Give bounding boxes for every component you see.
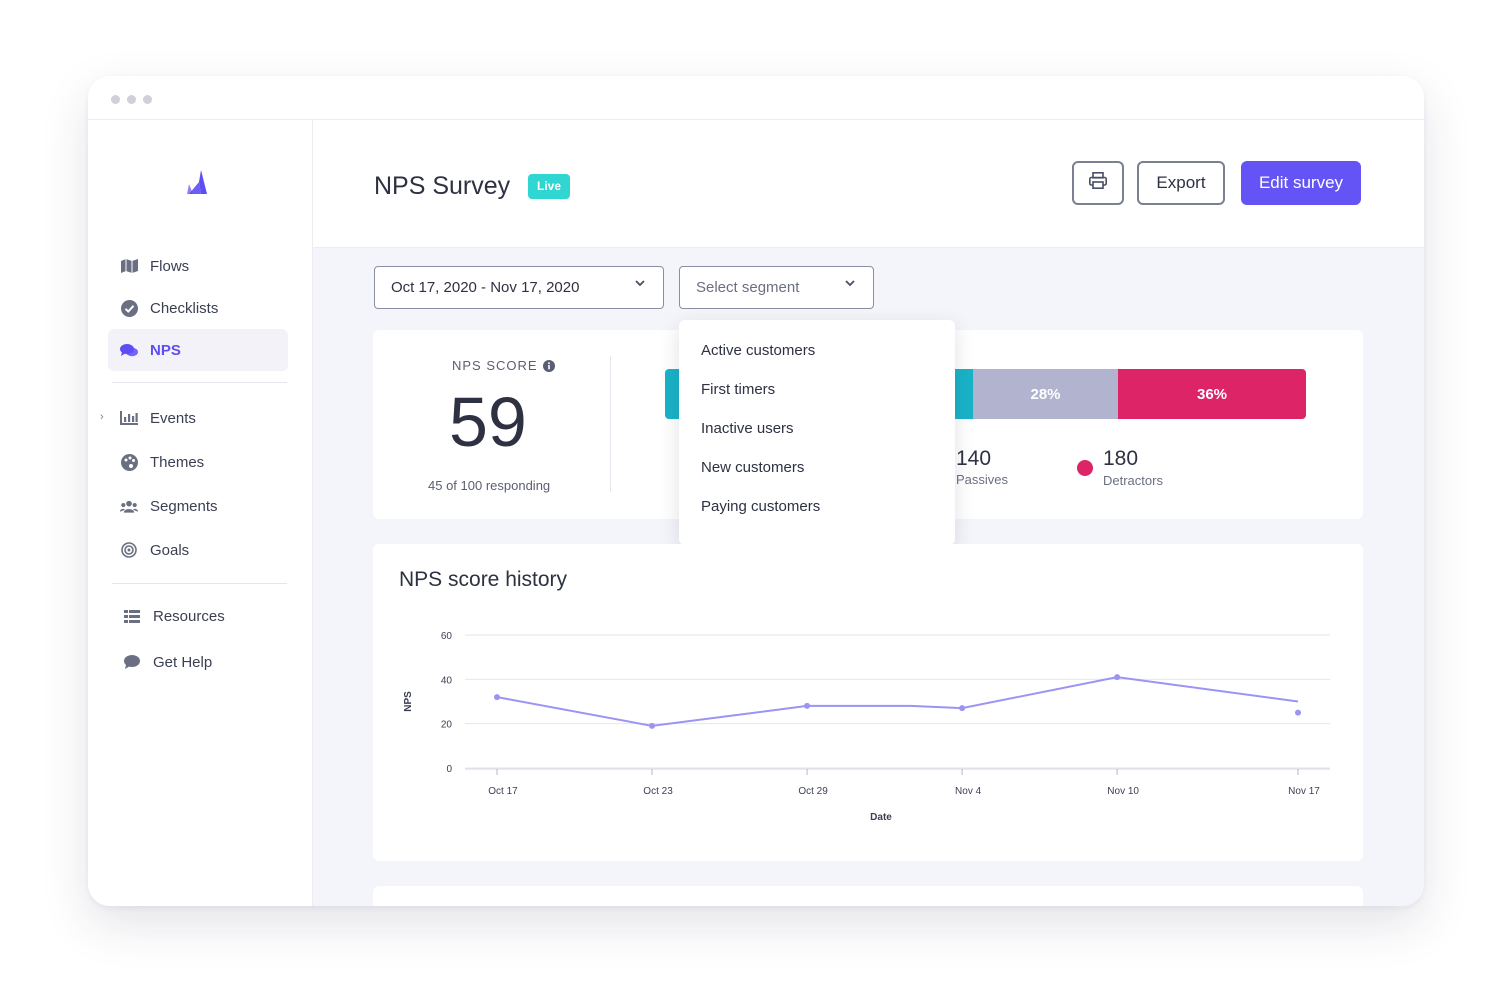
series-line [496, 676, 1299, 727]
chart-title: NPS score history [399, 568, 568, 591]
comments-icon [120, 341, 138, 359]
sidebar-item-label: Checklists [150, 299, 219, 317]
users-icon [120, 497, 138, 515]
data-point [494, 694, 500, 701]
date-range-value: Oct 17, 2020 - Nov 17, 2020 [391, 279, 580, 296]
status-badge: Live [528, 174, 571, 199]
nps-score-label-text: NPS SCORE [452, 358, 538, 373]
sidebar-item-label: Events [150, 409, 196, 427]
sidebar-item-label: Resources [153, 607, 225, 625]
bar-chart-icon [120, 409, 138, 427]
sidebar-item-flows[interactable]: Flows [108, 245, 288, 287]
detractors-percent: 36% [1196, 385, 1228, 403]
app-logo-icon[interactable] [187, 170, 209, 194]
chevron-down-icon [635, 280, 645, 287]
sidebar-item-label: Flows [150, 257, 190, 275]
detractors-dot-icon [1077, 460, 1093, 476]
next-card [373, 886, 1363, 906]
y-axis-title: NPS [403, 691, 414, 712]
list-icon [123, 607, 141, 625]
sidebar-item-label: Goals [150, 541, 190, 559]
chevron-right-icon[interactable]: › [100, 411, 104, 423]
segment-option[interactable]: Active customers [701, 342, 816, 359]
card-divider [610, 356, 611, 492]
x-tick-label: Nov 10 [1107, 786, 1139, 797]
sidebar: Flows Checklists NPS › Events The [88, 120, 313, 906]
nps-history-chart: 0 20 40 60 Oct 17 Oct 23 Oct 29 Nov 4 Nov 10 Nov … [403, 631, 1330, 823]
y-tick-label: 60 [441, 631, 453, 642]
window-dot-icon [111, 95, 120, 104]
data-point [1114, 674, 1121, 681]
detractors-count: 180 [1103, 447, 1139, 470]
detractors-label: Detractors [1103, 473, 1163, 488]
y-tick-label: 40 [441, 675, 453, 686]
sidebar-item-label: Get Help [153, 653, 213, 671]
sidebar-item-label: Segments [150, 497, 218, 515]
palette-icon [120, 453, 138, 471]
segment-placeholder: Select segment [696, 279, 800, 296]
sidebar-item-label: NPS [150, 341, 181, 359]
y-tick-label: 20 [441, 720, 453, 731]
sidebar-divider [112, 583, 287, 584]
window-dot-icon [143, 95, 152, 104]
chevron-down-icon [845, 280, 855, 287]
nps-score-value: 59 [449, 383, 527, 461]
window-titlebar [88, 76, 1424, 120]
print-button[interactable] [1072, 161, 1124, 205]
nps-score-label: NPS SCORE [452, 358, 555, 373]
segment-option[interactable]: Paying customers [701, 498, 821, 515]
page-header: NPS Survey Live Export Edit survey [313, 120, 1424, 248]
main-content: NPS Survey Live Export Edit survey Oct 1… [313, 120, 1424, 906]
map-icon [120, 257, 138, 275]
data-point [804, 702, 811, 709]
passives-count: 140 [956, 447, 992, 470]
x-tick-label: Nov 4 [955, 786, 982, 797]
data-point [959, 705, 966, 712]
data-point [649, 722, 656, 729]
responding-count: 45 of 100 responding [428, 478, 551, 493]
sidebar-item-themes[interactable]: Themes [108, 441, 288, 483]
data-point [1295, 709, 1301, 716]
printer-icon [1089, 172, 1107, 194]
segment-option[interactable]: Inactive users [701, 420, 794, 437]
x-tick-label: Oct 17 [488, 786, 518, 797]
app-window: Flows Checklists NPS › Events The [88, 76, 1424, 906]
sidebar-item-label: Themes [150, 453, 205, 471]
y-tick-label: 0 [446, 764, 452, 775]
window-dot-icon [127, 95, 136, 104]
x-tick-label: Nov 17 [1288, 786, 1320, 797]
segment-select[interactable]: Select segment [679, 266, 874, 309]
segment-dropdown-menu: Active customers First timers Inactive u… [679, 320, 955, 545]
x-tick-label: Oct 23 [643, 786, 673, 797]
sidebar-item-segments[interactable]: Segments [108, 485, 288, 527]
edit-survey-button[interactable]: Edit survey [1241, 161, 1361, 205]
segment-option[interactable]: New customers [701, 459, 805, 476]
sidebar-item-get-help[interactable]: Get Help [111, 641, 291, 683]
date-range-select[interactable]: Oct 17, 2020 - Nov 17, 2020 [374, 266, 664, 309]
info-icon[interactable] [542, 359, 555, 372]
sidebar-item-nps[interactable]: NPS [108, 329, 288, 371]
sidebar-item-resources[interactable]: Resources [111, 595, 291, 637]
promoters-bar-segment-end [953, 369, 973, 419]
check-circle-icon [120, 299, 138, 317]
passives-percent: 28% [1030, 385, 1061, 403]
sidebar-item-checklists[interactable]: Checklists [108, 287, 288, 329]
x-tick-label: Oct 29 [798, 786, 828, 797]
target-icon [120, 541, 138, 559]
sidebar-item-goals[interactable]: Goals [108, 529, 288, 571]
passives-label: Passives [956, 472, 1009, 487]
nps-history-card: NPS score history 0 20 40 60 Oct 17 Oct 23 Oct… [373, 544, 1363, 861]
chat-bubble-icon [123, 653, 141, 671]
sidebar-item-events[interactable]: Events [108, 397, 288, 439]
passives-bar-segment: 28% [973, 369, 1118, 419]
page-title: NPS Survey [374, 172, 511, 200]
detractors-bar-segment: 36% [1118, 369, 1306, 419]
export-button[interactable]: Export [1137, 161, 1225, 205]
sidebar-divider [112, 382, 287, 383]
segment-option[interactable]: First timers [701, 381, 776, 398]
x-axis-title: Date [870, 812, 892, 823]
